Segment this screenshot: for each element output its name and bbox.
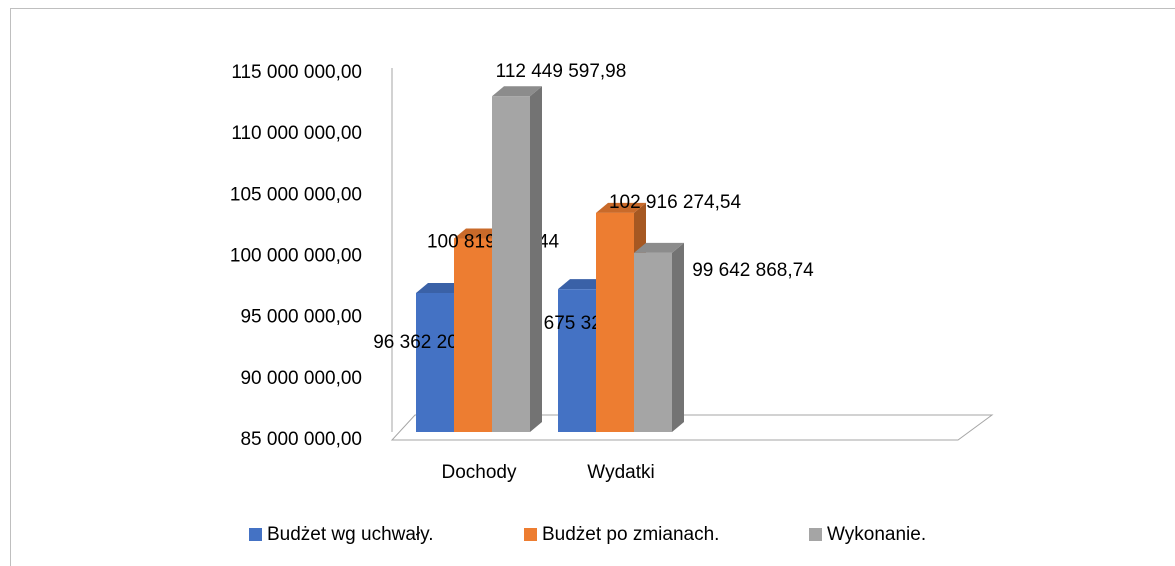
legend-label: Budżet po zmianach. <box>542 524 719 545</box>
bar <box>492 96 530 432</box>
y-tick-label: 105 000 000,00 <box>230 184 362 205</box>
legend-swatch <box>524 528 537 541</box>
x-tick-label: Wydatki <box>587 462 654 483</box>
bar-top <box>596 202 646 213</box>
bar-top <box>492 86 542 97</box>
legend-swatch <box>809 528 822 541</box>
y-tick-label: 95 000 000,00 <box>240 307 362 328</box>
legend-label: Wykonanie. <box>827 524 926 545</box>
bar-side <box>672 242 684 432</box>
bar <box>596 212 634 432</box>
bar <box>416 293 454 432</box>
legend-label: Budżet wg uchwały. <box>267 524 434 545</box>
x-tick-label: Dochody <box>442 462 517 483</box>
data-label: 99 642 868,74 <box>692 260 814 281</box>
floor <box>390 414 994 441</box>
bar-side <box>530 86 542 432</box>
y-tick-label: 90 000 000,00 <box>240 368 362 389</box>
y-tick-label: 110 000 000,00 <box>231 123 362 144</box>
y-tick-label: 100 000 000,00 <box>230 246 362 267</box>
data-label: 112 449 597,98 <box>496 61 627 82</box>
bar-top <box>416 283 466 294</box>
y-tick-label: 85 000 000,00 <box>240 429 362 450</box>
bar <box>634 252 672 432</box>
y-tick-label: 115 000 000,00 <box>231 62 362 83</box>
data-label: 102 916 274,54 <box>609 192 742 213</box>
bar-top <box>454 228 504 239</box>
bar <box>558 289 596 432</box>
bar-top <box>634 242 684 253</box>
legend-swatch <box>249 528 262 541</box>
bar-top <box>558 279 608 290</box>
bar <box>454 238 492 432</box>
